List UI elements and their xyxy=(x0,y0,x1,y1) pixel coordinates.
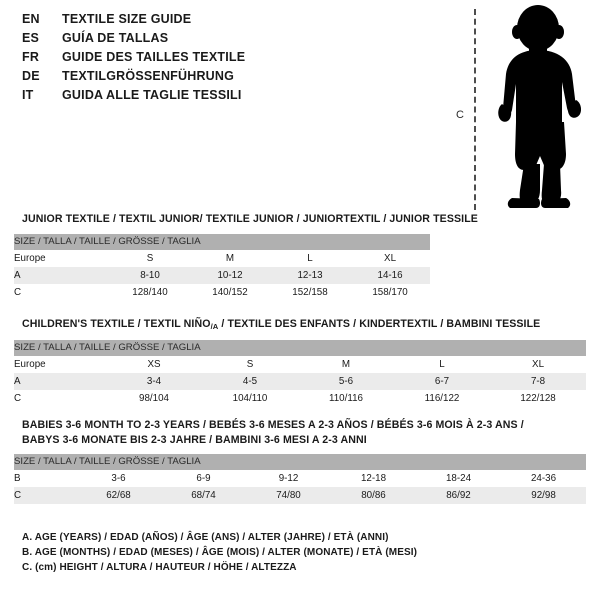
footnote-age-years: A. AGE (YEARS) / EDAD (AÑOS) / ÂGE (ANS)… xyxy=(22,532,389,543)
row-label: C xyxy=(14,389,106,407)
cell-value: M xyxy=(298,355,394,373)
language-code: FR xyxy=(22,50,40,64)
cell-value: 3-4 xyxy=(106,372,202,390)
cell-value: 12-18 xyxy=(331,470,416,487)
cell-value: XL xyxy=(350,249,431,267)
cell-value: 18-24 xyxy=(416,470,501,487)
footnote-age-months: B. AGE (MONTHS) / EDAD (MESES) / ÂGE (MO… xyxy=(22,547,418,558)
babies-size-table: SIZE / TALLA / TAILLE / GRÖSSE / TAGLIA … xyxy=(14,454,587,504)
cell-value: 6-7 xyxy=(394,372,490,390)
cell-value: 9-12 xyxy=(246,470,331,487)
language-row: DE TEXTILGRÖSSENFÜHRUNG xyxy=(22,69,442,88)
cell-value: 5-6 xyxy=(298,372,394,390)
cell-value: 6-9 xyxy=(161,470,246,487)
section-babies: BABIES 3-6 MONTH TO 2-3 YEARS / BEBÉS 3-… xyxy=(0,418,587,504)
table-row: C 128/140 140/152 152/158 158/170 xyxy=(14,283,431,301)
cell-value: L xyxy=(270,249,350,267)
cell-value: M xyxy=(190,249,270,267)
cell-value: 86/92 xyxy=(416,487,501,504)
row-label: A xyxy=(14,372,106,390)
cell-value: 128/140 xyxy=(110,283,190,301)
size-band-label: SIZE / TALLA / TAILLE / GRÖSSE / TAGLIA xyxy=(14,339,587,356)
height-measurement-figure: C xyxy=(440,4,600,214)
cell-value: 80/86 xyxy=(331,487,416,504)
footnote-legend: A. AGE (YEARS) / EDAD (AÑOS) / ÂGE (ANS)… xyxy=(22,530,417,575)
cell-value: S xyxy=(202,355,298,373)
cell-value: 122/128 xyxy=(490,389,587,407)
cell-value: 14-16 xyxy=(350,266,431,284)
language-title: TEXTILGRÖSSENFÜHRUNG xyxy=(62,69,235,83)
language-title: GUIDA ALLE TAGLIE TESSILI xyxy=(62,88,242,102)
cell-value: 98/104 xyxy=(106,389,202,407)
section-title-children-post: / TEXTILE DES ENFANTS / KINDERTEXTIL / B… xyxy=(218,318,541,330)
children-size-table: SIZE / TALLA / TAILLE / GRÖSSE / TAGLIA … xyxy=(14,339,587,407)
cell-value: 8-10 xyxy=(110,266,190,284)
cell-value: 4-5 xyxy=(202,372,298,390)
height-dashed-line xyxy=(474,9,476,210)
junior-size-table: SIZE / TALLA / TAILLE / GRÖSSE / TAGLIA … xyxy=(14,233,431,301)
table-row: A 3-4 4-5 5-6 6-7 7-8 xyxy=(14,372,587,390)
language-title: GUIDE DES TAILLES TEXTILE xyxy=(62,50,246,64)
section-children: CHILDREN'S TEXTILE / TEXTIL NIÑO/A / TEX… xyxy=(0,317,587,407)
cell-value: 152/158 xyxy=(270,283,350,301)
language-code: ES xyxy=(22,31,40,45)
cell-value: 104/110 xyxy=(202,389,298,407)
table-row: A 8-10 10-12 12-13 14-16 xyxy=(14,266,431,284)
cell-value: XS xyxy=(106,355,202,373)
section-title-children-pre: CHILDREN'S TEXTILE / TEXTIL NIÑO xyxy=(22,318,211,330)
cell-value: XL xyxy=(490,355,587,373)
table-row: Europe XS S M L XL xyxy=(14,355,587,373)
cell-value: 92/98 xyxy=(501,487,587,504)
size-band-label: SIZE / TALLA / TAILLE / GRÖSSE / TAGLIA xyxy=(14,454,587,470)
cell-value: 10-12 xyxy=(190,266,270,284)
size-band-label: SIZE / TALLA / TAILLE / GRÖSSE / TAGLIA xyxy=(14,233,431,250)
row-label: C xyxy=(14,487,76,504)
row-label: Europe xyxy=(14,355,106,373)
section-junior: JUNIOR TEXTILE / TEXTIL JUNIOR/ TEXTILE … xyxy=(0,212,478,301)
language-title: GUÍA DE TALLAS xyxy=(62,31,169,45)
language-title-block: EN TEXTILE SIZE GUIDE ES GUÍA DE TALLAS … xyxy=(22,12,442,107)
table-row: C 98/104 104/110 110/116 116/122 122/128 xyxy=(14,389,587,407)
height-marker-label: C xyxy=(456,109,464,121)
row-label: B xyxy=(14,470,76,487)
cell-value: 3-6 xyxy=(76,470,161,487)
cell-value: 116/122 xyxy=(394,389,490,407)
row-label: C xyxy=(14,283,110,301)
language-row: EN TEXTILE SIZE GUIDE xyxy=(22,12,442,31)
language-title: TEXTILE SIZE GUIDE xyxy=(62,12,192,26)
cell-value: 24-36 xyxy=(501,470,587,487)
table-row: Europe S M L XL xyxy=(14,249,431,267)
cell-value: 62/68 xyxy=(76,487,161,504)
section-title-babies-line2: BABYS 3-6 MONATE BIS 2-3 JAHRE / BAMBINI… xyxy=(22,433,367,446)
cell-value: L xyxy=(394,355,490,373)
language-row: IT GUIDA ALLE TAGLIE TESSILI xyxy=(22,88,442,107)
language-row: FR GUIDE DES TAILLES TEXTILE xyxy=(22,50,442,69)
language-code: EN xyxy=(22,12,40,26)
section-title-children: CHILDREN'S TEXTILE / TEXTIL NIÑO/A / TEX… xyxy=(0,317,586,333)
language-code: DE xyxy=(22,69,40,83)
toddler-silhouette-icon xyxy=(498,5,582,208)
row-label: A xyxy=(14,266,110,284)
table-band-row: SIZE / TALLA / TAILLE / GRÖSSE / TAGLIA xyxy=(14,233,431,250)
section-title-children-sub: /A xyxy=(210,321,219,331)
table-row: B 3-6 6-9 9-12 12-18 18-24 24-36 xyxy=(14,470,587,487)
cell-value: 68/74 xyxy=(161,487,246,504)
table-band-row: SIZE / TALLA / TAILLE / GRÖSSE / TAGLIA xyxy=(14,454,587,470)
row-label: Europe xyxy=(14,249,110,267)
language-row: ES GUÍA DE TALLAS xyxy=(22,31,442,50)
section-title-babies: BABIES 3-6 MONTH TO 2-3 YEARS / BEBÉS 3-… xyxy=(22,419,524,431)
cell-value: 158/170 xyxy=(350,283,431,301)
cell-value: 110/116 xyxy=(298,389,394,407)
cell-value: 7-8 xyxy=(490,372,587,390)
cell-value: 74/80 xyxy=(246,487,331,504)
cell-value: 140/152 xyxy=(190,283,270,301)
table-band-row: SIZE / TALLA / TAILLE / GRÖSSE / TAGLIA xyxy=(14,339,587,356)
section-title-junior: JUNIOR TEXTILE / TEXTIL JUNIOR/ TEXTILE … xyxy=(22,213,478,225)
language-code: IT xyxy=(22,88,34,102)
cell-value: S xyxy=(110,249,190,267)
cell-value: 12-13 xyxy=(270,266,350,284)
footnote-height: C. (cm) HEIGHT / ALTURA / HAUTEUR / HÖHE… xyxy=(22,562,297,573)
table-row: C 62/68 68/74 74/80 80/86 86/92 92/98 xyxy=(14,487,587,504)
